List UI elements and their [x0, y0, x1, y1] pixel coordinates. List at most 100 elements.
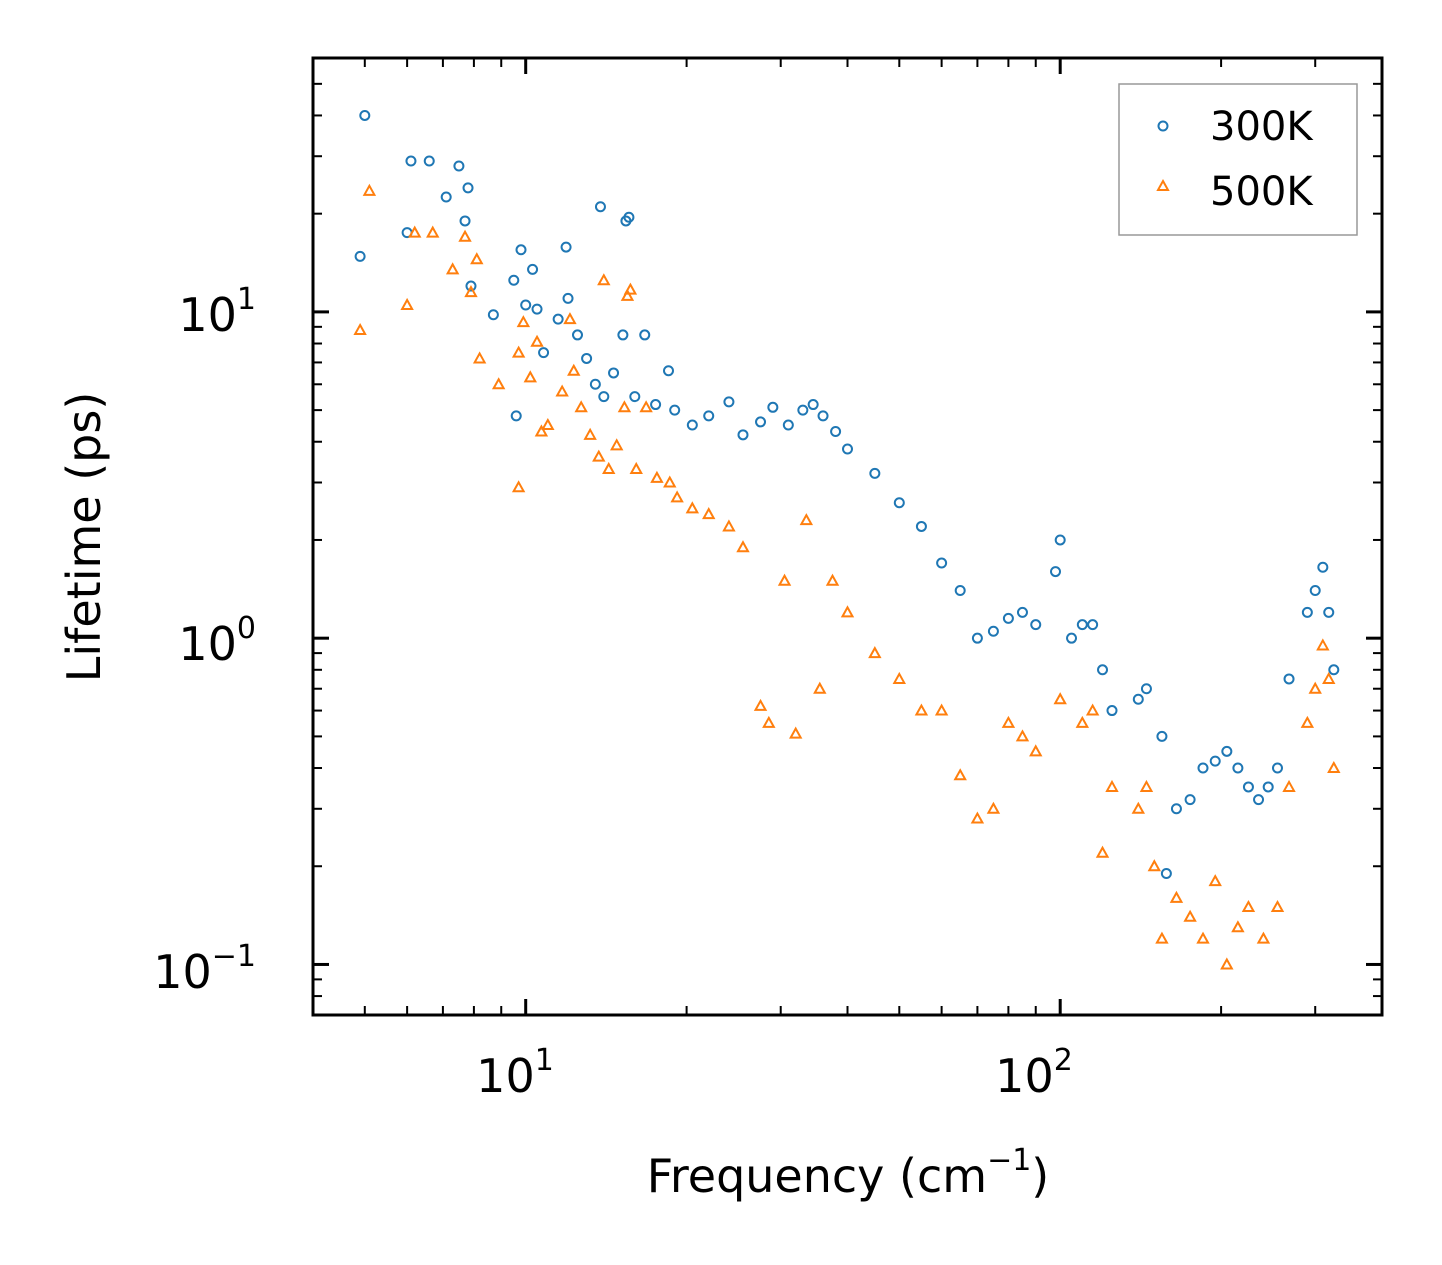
- data-point-500k: [353, 322, 367, 336]
- legend-marker-500k: [1156, 178, 1170, 191]
- data-point-500k: [610, 438, 624, 451]
- data-point-300k: [686, 419, 698, 431]
- data-point-300k: [617, 329, 629, 341]
- data-point-500k: [970, 811, 985, 824]
- data-point-300k: [1140, 683, 1152, 695]
- data-point-500k: [623, 282, 638, 295]
- data-point-300k: [915, 520, 927, 532]
- data-point-300k: [650, 399, 662, 411]
- data-point-500k: [1322, 671, 1336, 684]
- data-point-500k: [541, 417, 555, 431]
- data-point-500k: [639, 400, 653, 413]
- data-point-500k: [567, 363, 581, 376]
- x-tick-label-10: 101: [476, 1043, 554, 1103]
- data-point-500k: [1131, 801, 1146, 814]
- data-point-300k: [608, 367, 620, 379]
- data-point-300k: [623, 211, 635, 223]
- data-point-300k: [581, 352, 593, 364]
- data-point-500k: [1169, 890, 1184, 903]
- data-point-500k: [629, 461, 643, 474]
- data-point-500k: [362, 183, 377, 196]
- data-point-300k: [987, 625, 999, 637]
- data-point-500k: [511, 480, 526, 493]
- data-point-500k: [1256, 931, 1271, 944]
- data-point-500k: [663, 475, 677, 488]
- data-point-300k: [1156, 730, 1168, 742]
- data-point-300k: [723, 396, 735, 408]
- data-point-500k: [868, 646, 882, 659]
- data-point-300k: [663, 365, 675, 377]
- data-point-500k: [953, 768, 967, 781]
- data-point-300k: [782, 419, 794, 431]
- data-point-300k: [508, 274, 520, 286]
- x-tick-label-100: 102: [995, 1043, 1073, 1103]
- data-point-500k: [1300, 715, 1315, 728]
- data-point-500k: [1029, 744, 1043, 757]
- data-point-500k: [892, 671, 906, 684]
- data-point-300k: [1002, 612, 1014, 624]
- data-point-300k: [562, 292, 574, 304]
- data-point-300k: [1160, 868, 1172, 880]
- data-point-500k: [592, 449, 606, 462]
- data-point-300k: [869, 467, 881, 479]
- data-point-300k: [1050, 566, 1062, 578]
- data-point-300k: [1170, 803, 1182, 815]
- data-point-500k: [516, 315, 531, 328]
- data-point-300k: [629, 391, 641, 403]
- data-point-500k: [1053, 692, 1067, 705]
- legend: 300K 500K: [1118, 83, 1358, 236]
- data-point-300k: [552, 313, 564, 325]
- data-point-300k: [527, 263, 539, 275]
- data-point-500k: [1308, 681, 1322, 694]
- data-point-500k: [702, 507, 716, 520]
- data-point-500k: [426, 225, 440, 238]
- data-point-500k: [470, 252, 484, 265]
- data-point-500k: [789, 726, 803, 739]
- data-point-500k: [777, 573, 792, 586]
- y-tick-label-0.1: 10−1: [153, 939, 256, 999]
- data-point-300k: [1317, 561, 1329, 573]
- data-point-500k: [602, 461, 616, 474]
- data-point-500k: [1095, 845, 1110, 858]
- data-point-500k: [1015, 729, 1030, 742]
- data-point-300k: [1197, 762, 1209, 774]
- data-point-500k: [650, 470, 664, 483]
- data-point-300k: [1221, 745, 1233, 757]
- plot-frame: [311, 56, 1384, 1017]
- data-point-300k: [423, 155, 435, 167]
- data-point-300k: [1271, 762, 1283, 774]
- data-point-500k: [1231, 920, 1245, 933]
- data-point-300k: [842, 443, 853, 455]
- data-point-300k: [1328, 664, 1340, 676]
- data-point-500k: [1282, 779, 1296, 792]
- data-point-500k: [914, 703, 929, 716]
- data-point-300k: [971, 632, 983, 644]
- data-point-500k: [597, 273, 611, 286]
- data-point-300k: [465, 280, 477, 292]
- data-point-500k: [534, 424, 549, 437]
- data-point-500k: [736, 540, 750, 553]
- data-point-300k: [1054, 534, 1066, 546]
- data-point-300k: [1262, 781, 1274, 793]
- data-point-500k: [762, 715, 776, 728]
- data-point-300k: [1242, 781, 1254, 793]
- data-point-500k: [617, 400, 632, 413]
- data-point-300k: [1106, 705, 1118, 717]
- data-point-500k: [1208, 874, 1222, 887]
- data-point-300k: [1097, 664, 1109, 676]
- data-point-300k: [936, 557, 948, 569]
- data-point-500k: [583, 427, 597, 440]
- data-point-500k: [1316, 638, 1330, 651]
- data-point-300k: [405, 155, 417, 167]
- data-point-300k: [589, 378, 601, 390]
- data-point-500k: [722, 519, 736, 532]
- data-point-300k: [755, 416, 767, 428]
- data-point-300k: [830, 425, 842, 437]
- data-point-300k: [1309, 584, 1321, 596]
- data-point-500k: [670, 490, 684, 503]
- data-point-300k: [807, 399, 819, 411]
- data-point-500k: [825, 573, 840, 586]
- data-point-300k: [817, 410, 829, 422]
- series-500k-points: [353, 183, 1341, 970]
- data-point-500k: [986, 801, 1001, 814]
